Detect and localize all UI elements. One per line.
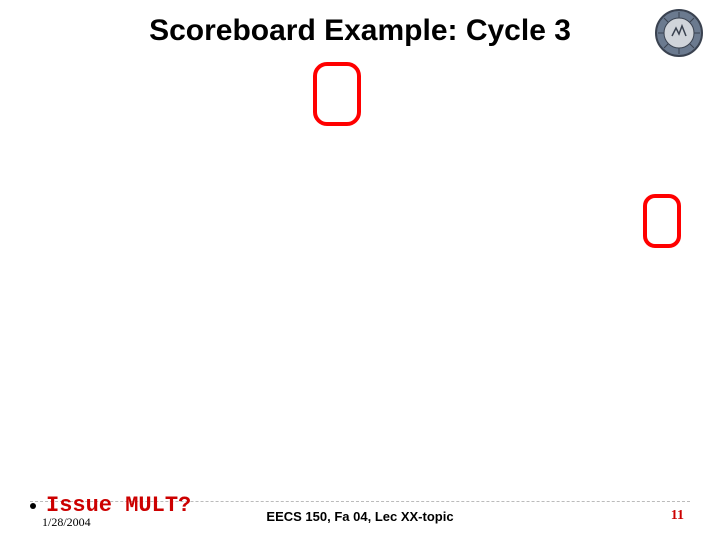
highlight-box-1	[313, 62, 361, 126]
slide-title: Scoreboard Example: Cycle 3	[0, 14, 720, 48]
seal-icon	[654, 8, 704, 58]
footer-text: EECS 150, Fa 04, Lec XX-topic	[0, 509, 720, 524]
page-number: 11	[671, 508, 684, 524]
slide: Scoreboard Example: Cycle 3 Issue MULT? …	[0, 0, 720, 540]
highlight-box-2	[643, 194, 681, 248]
